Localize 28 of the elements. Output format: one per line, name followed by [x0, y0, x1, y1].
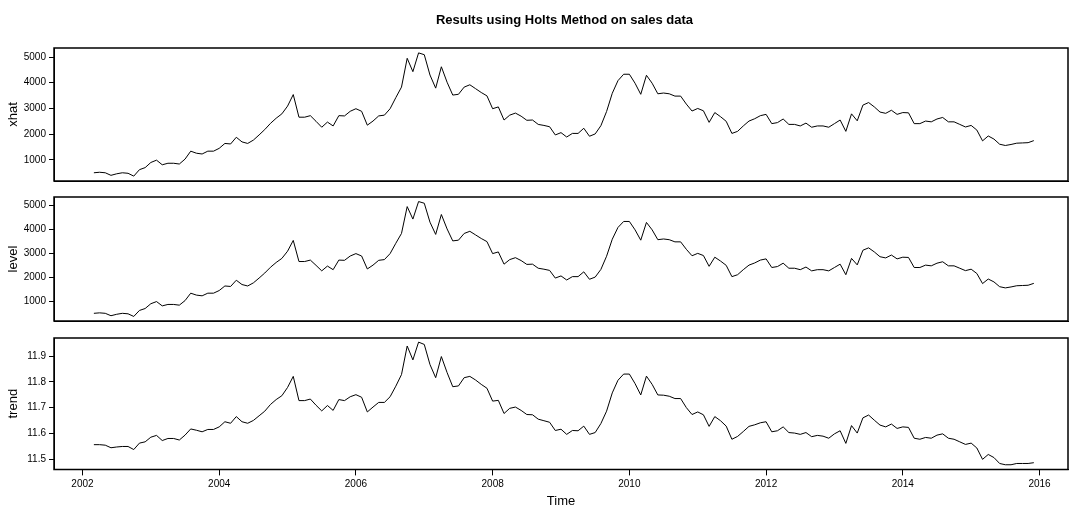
x-tick-label: 2008 [481, 478, 505, 490]
y-tick-label: 3000 [23, 246, 47, 258]
y-tick-label: 1000 [23, 294, 47, 306]
chart-title: Results using Holts Method on sales data [434, 12, 695, 27]
x-tick-label: 2014 [891, 478, 915, 490]
y-tick-label: 11.5 [27, 452, 47, 464]
x-tick-label: 2004 [208, 478, 231, 490]
y-tick-label: 11.7 [27, 401, 47, 413]
x-tick-label: 2010 [618, 478, 641, 490]
x-tick-label: 2006 [344, 478, 368, 490]
y-tick-label: 11.8 [27, 375, 47, 387]
y-tick-label: 11.6 [27, 427, 47, 439]
x-tick-label: 2012 [754, 478, 778, 490]
y-axis-title: xhat [5, 101, 21, 127]
y-tick-label: 2000 [23, 270, 47, 282]
y-tick-label: 1000 [23, 153, 47, 165]
y-tick-label: 5000 [23, 50, 47, 62]
y-axis-title: trend [5, 388, 21, 419]
y-tick-label: 11.9 [27, 349, 47, 361]
y-tick-label: 4000 [23, 76, 47, 88]
x-tick-label: 2016 [1028, 478, 1052, 490]
x-axis-title: Time [546, 492, 576, 508]
y-tick-label: 3000 [23, 102, 47, 114]
y-axis-title: level [5, 245, 21, 273]
y-tick-label: 4000 [23, 222, 47, 234]
y-tick-label: 5000 [23, 198, 47, 210]
x-tick-label: 2002 [71, 478, 95, 490]
y-tick-label: 2000 [23, 127, 47, 139]
